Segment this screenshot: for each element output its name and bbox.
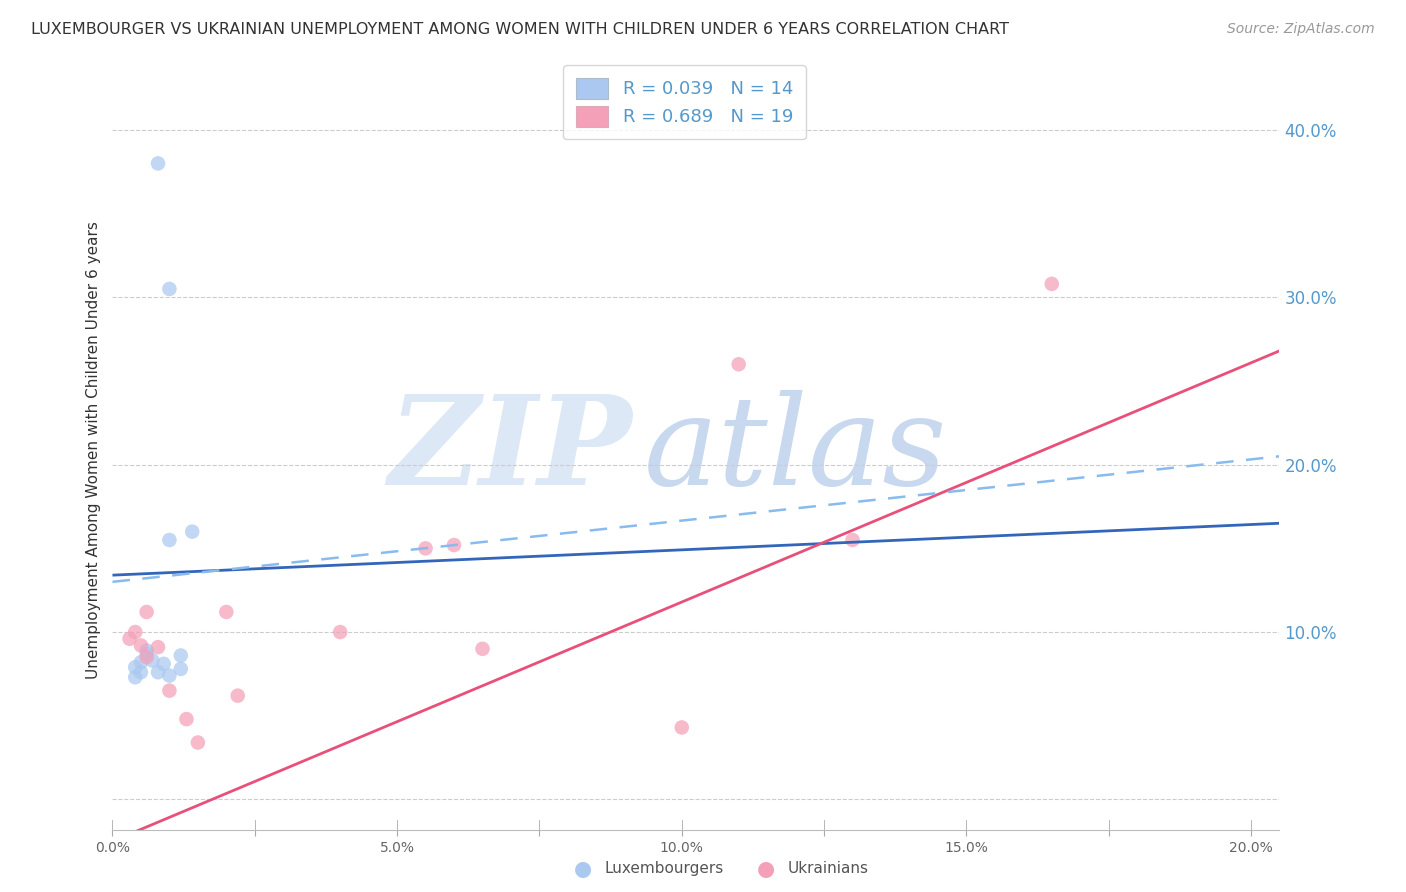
Point [671, 721, 693, 735]
Point [443, 538, 465, 552]
Point [146, 156, 169, 170]
Y-axis label: Unemployment Among Women with Children Under 6 years: Unemployment Among Women with Children U… [86, 221, 101, 680]
Point [170, 648, 193, 663]
Point [146, 665, 169, 680]
Point [415, 541, 437, 556]
Text: LUXEMBOURGER VS UKRAINIAN UNEMPLOYMENT AMONG WOMEN WITH CHILDREN UNDER 6 YEARS C: LUXEMBOURGER VS UKRAINIAN UNEMPLOYMENT A… [31, 22, 1010, 37]
Point [152, 657, 174, 671]
Text: Luxembourgers: Luxembourgers [605, 862, 724, 876]
Point [1040, 277, 1063, 291]
Point [157, 282, 180, 296]
Point [727, 357, 749, 371]
Point [129, 655, 152, 669]
Point [146, 640, 169, 654]
Point [124, 625, 146, 640]
Point [157, 668, 180, 682]
Point [187, 735, 209, 749]
Point [226, 689, 249, 703]
Point [176, 712, 198, 726]
Point [135, 650, 157, 665]
Point [141, 653, 163, 667]
Point [157, 533, 180, 547]
Text: Ukrainians: Ukrainians [787, 862, 869, 876]
Point [157, 683, 180, 698]
Point [841, 533, 863, 547]
Legend: R = 0.039   N = 14, R = 0.689   N = 19: R = 0.039 N = 14, R = 0.689 N = 19 [562, 65, 806, 139]
Point [129, 665, 152, 680]
Text: ●: ● [575, 859, 592, 879]
Text: ●: ● [758, 859, 775, 879]
Point [181, 524, 204, 539]
Point [118, 632, 141, 646]
Point [124, 670, 146, 684]
Point [329, 625, 352, 640]
Point [129, 639, 152, 653]
Text: atlas: atlas [644, 390, 946, 511]
Point [215, 605, 238, 619]
Text: Source: ZipAtlas.com: Source: ZipAtlas.com [1227, 22, 1375, 37]
Point [471, 641, 494, 656]
Text: ZIP: ZIP [388, 390, 631, 511]
Point [135, 643, 157, 657]
Point [170, 662, 193, 676]
Point [135, 647, 157, 661]
Point [124, 660, 146, 674]
Point [135, 605, 157, 619]
